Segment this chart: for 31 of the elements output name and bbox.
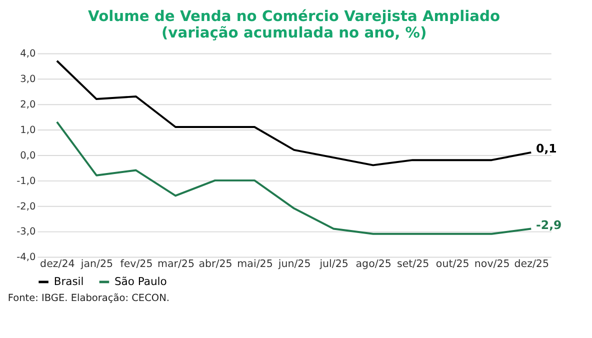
x-tick-label: jul/25 (318, 258, 348, 270)
y-tick-label: 2,0 (20, 100, 36, 111)
y-tick-label: -4,0 (16, 252, 36, 264)
y-tick-label: 3,0 (20, 74, 36, 86)
line-series (56, 60, 532, 166)
data-label: 0,1 (536, 141, 557, 156)
y-tick-label: -2,0 (16, 201, 36, 212)
y-tick-label: 4,0 (20, 48, 36, 60)
line-series (56, 120, 532, 235)
x-tick-label: nov/25 (474, 258, 510, 270)
y-tick-label: -1,0 (16, 176, 36, 187)
x-tick-label: ago/25 (356, 258, 392, 270)
text: Volume de Venda no Comércio Varejista Ampliado (88, 8, 500, 25)
y-tick-label: -3,0 (16, 226, 36, 238)
x-tick-label: set/25 (396, 258, 430, 270)
x-tick-label: fev/25 (120, 258, 153, 270)
y-tick-label: 1,0 (20, 124, 36, 136)
data-label: -2,9 (536, 218, 562, 232)
x-tick-label: dez/24 (40, 258, 75, 270)
legend-label: São Paulo (114, 274, 167, 288)
y-tick-label: 0,0 (20, 150, 36, 162)
x-tick-label: mai/25 (237, 258, 273, 270)
x-tick-label: out/25 (436, 258, 470, 270)
source-note: Fonte: IBGE. Elaboração: CECON. (8, 292, 170, 304)
legend-label: Brasil (54, 274, 84, 288)
x-tick-label: jan/25 (80, 258, 114, 270)
x-tick-label: mar/25 (157, 258, 195, 270)
x-tick-label: abr/25 (198, 258, 232, 270)
x-tick-label: dez/25 (514, 258, 550, 270)
x-tick-label: jun/25 (277, 258, 311, 270)
text: (variação acumulada no ano, %) (161, 24, 427, 42)
